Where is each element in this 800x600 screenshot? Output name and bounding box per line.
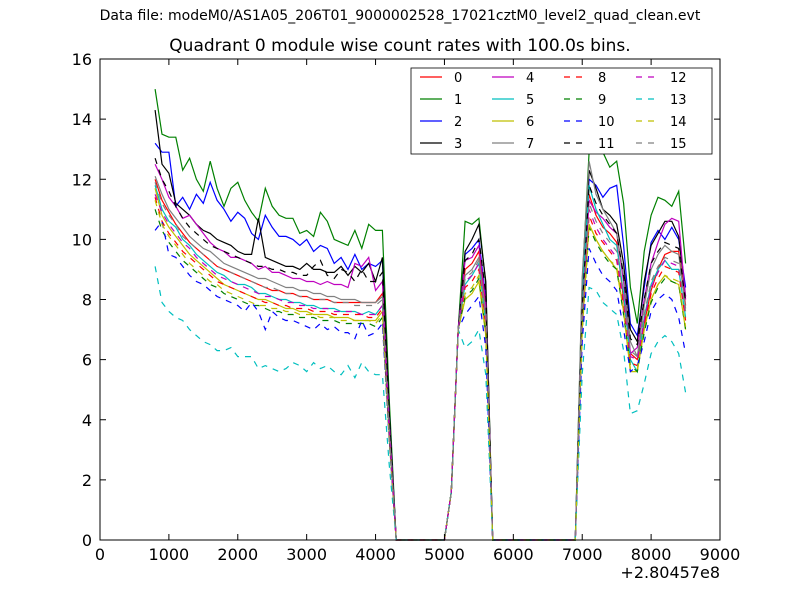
legend-label-13: 13: [670, 93, 687, 108]
series-line-15: [154, 182, 687, 541]
legend-label-7: 7: [526, 137, 534, 152]
series-line-5: [154, 185, 687, 541]
x-axis-offset-label: +2.80457e8: [620, 563, 720, 582]
y-tick-label: 6: [82, 351, 92, 370]
series-line-14: [154, 200, 687, 541]
y-tick-label: 12: [72, 170, 92, 189]
legend-label-4: 4: [526, 71, 534, 86]
y-tick-label: 4: [82, 411, 92, 430]
y-tick-label: 16: [72, 50, 92, 69]
legend-label-2: 2: [454, 115, 462, 130]
legend-label-10: 10: [598, 115, 615, 130]
series-line-13: [154, 266, 687, 541]
series-line-0: [154, 179, 687, 541]
legend-label-15: 15: [670, 137, 687, 152]
x-tick-label: 6000: [493, 545, 534, 564]
y-tick-label: 2: [82, 471, 92, 490]
y-tick-label: 10: [72, 230, 92, 249]
x-tick-label: 1000: [149, 545, 190, 564]
x-tick-label: 3000: [286, 545, 327, 564]
series-line-7: [154, 161, 687, 541]
legend-frame: [410, 67, 713, 155]
x-tick-label: 0: [95, 545, 105, 564]
axis-ticks: 0 1000 2000 3000 4000 5000 6000 7000 8000 9000 0 2 4…: [72, 50, 741, 564]
series-line-10: [154, 219, 687, 541]
legend-label-11: 11: [598, 137, 615, 152]
legend-label-1: 1: [454, 93, 462, 108]
series-line-2: [154, 142, 687, 541]
legend-label-5: 5: [526, 93, 534, 108]
series-line-6: [154, 188, 687, 541]
legend-label-6: 6: [526, 115, 534, 130]
y-tick-label: 8: [82, 291, 92, 310]
series-line-12: [154, 194, 687, 541]
legend-label-12: 12: [670, 71, 687, 86]
legend-label-14: 14: [670, 115, 687, 130]
x-tick-label: 5000: [424, 545, 465, 564]
x-tick-label: 8000: [631, 545, 672, 564]
series-line-4: [154, 163, 687, 541]
series-layer: [154, 89, 687, 541]
legend-label-3: 3: [454, 137, 462, 152]
series-line-9: [154, 209, 687, 541]
legend-label-8: 8: [598, 71, 606, 86]
chart-title: Quadrant 0 module wise count rates with …: [169, 36, 631, 56]
x-tick-label: 9000: [700, 545, 741, 564]
x-tick-label: 7000: [562, 545, 603, 564]
y-tick-label: 14: [72, 110, 92, 129]
x-tick-label: 4000: [355, 545, 396, 564]
series-line-3: [154, 110, 687, 541]
legend-label-9: 9: [598, 93, 606, 108]
series-line-1: [154, 89, 687, 541]
datafile-label: Data file: modeM0/AS1A05_206T01_90000025…: [99, 8, 701, 24]
y-tick-label: 0: [82, 531, 92, 550]
legend-label-0: 0: [454, 71, 462, 86]
x-tick-label: 2000: [217, 545, 258, 564]
